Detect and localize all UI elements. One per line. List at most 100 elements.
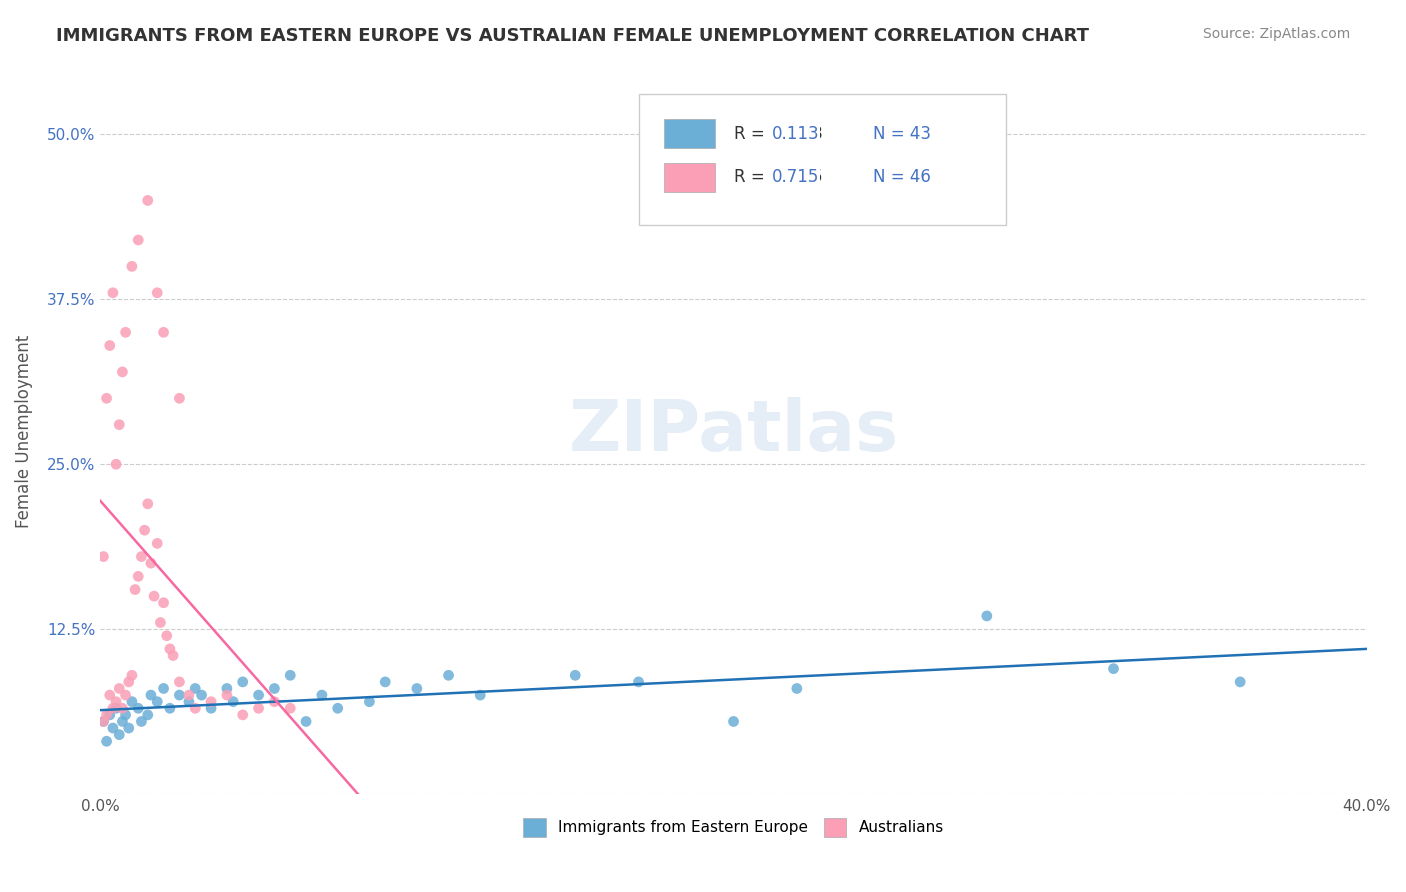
Point (326, 701, 349, 715)
Point (247, 701, 270, 715)
Point (121, 260, 143, 274)
Point (136, 707, 159, 722)
Point (127, 701, 149, 715)
Point (786, 681, 808, 696)
Point (152, 326, 174, 340)
Point (101, 285, 124, 300)
Point (374, 674, 396, 689)
Point (159, 641, 181, 656)
Point (136, 497, 159, 511)
Point (114, 707, 136, 722)
Text: N = 43: N = 43 (873, 125, 931, 143)
Point (263, 695, 285, 709)
Point (124, 582, 146, 597)
Text: R =  0.715: R = 0.715 (734, 169, 823, 186)
Point (177, 695, 200, 709)
Point (111, 365, 134, 379)
Point (105, 695, 128, 709)
Y-axis label: Female Unemployment: Female Unemployment (15, 334, 32, 528)
Point (108, 417, 131, 432)
Point (146, 695, 169, 709)
Point (108, 728, 131, 742)
Point (101, 701, 124, 715)
Text: IMMIGRANTS FROM EASTERN EUROPE VS AUSTRALIAN FEMALE UNEMPLOYMENT CORRELATION CHA: IMMIGRANTS FROM EASTERN EUROPE VS AUSTRA… (56, 27, 1090, 45)
Point (222, 695, 245, 709)
Text: 0.715: 0.715 (772, 169, 818, 186)
Point (169, 674, 191, 689)
Point (200, 701, 222, 715)
Point (359, 695, 381, 709)
Point (232, 674, 254, 689)
Point (108, 681, 131, 696)
Point (111, 701, 134, 715)
Point (278, 668, 301, 682)
Point (139, 556, 162, 570)
Point (215, 681, 238, 696)
Text: 0.113: 0.113 (772, 125, 820, 143)
Point (278, 701, 301, 715)
Point (136, 194, 159, 208)
Point (184, 701, 207, 715)
Point (156, 629, 179, 643)
Point (111, 714, 134, 729)
Point (96, 392, 118, 406)
Point (723, 714, 745, 729)
Text: N = 46: N = 46 (873, 169, 931, 186)
Point (152, 681, 174, 696)
Point (105, 457, 128, 471)
FancyBboxPatch shape (638, 94, 1005, 225)
Point (406, 681, 429, 696)
Text: Source: ZipAtlas.com: Source: ZipAtlas.com (1202, 27, 1350, 41)
Text: ZIPatlas: ZIPatlas (568, 397, 898, 466)
Point (295, 714, 318, 729)
Point (118, 674, 141, 689)
Point (159, 701, 181, 715)
Point (98, 688, 121, 702)
Point (127, 233, 149, 247)
FancyBboxPatch shape (664, 163, 714, 192)
Point (93, 549, 115, 564)
Point (121, 668, 143, 682)
Point (232, 707, 254, 722)
Point (96, 734, 118, 748)
Point (146, 285, 169, 300)
Point (190, 688, 212, 702)
Point (184, 681, 207, 696)
Point (121, 695, 143, 709)
FancyBboxPatch shape (664, 120, 714, 148)
Point (162, 648, 184, 663)
Point (976, 609, 998, 624)
Point (149, 615, 172, 630)
Point (131, 549, 153, 564)
Text: R =  0.113: R = 0.113 (734, 125, 823, 143)
Point (118, 721, 141, 735)
Point (247, 688, 270, 702)
Point (98, 338, 121, 352)
Point (114, 688, 136, 702)
Point (564, 668, 586, 682)
Point (98, 707, 121, 722)
Point (93, 714, 115, 729)
Point (131, 714, 153, 729)
Point (146, 536, 169, 550)
Point (169, 688, 191, 702)
Point (143, 589, 166, 603)
Point (139, 688, 162, 702)
Point (311, 688, 333, 702)
Point (1102, 662, 1125, 676)
Point (169, 392, 191, 406)
Point (200, 695, 222, 709)
Point (177, 688, 200, 702)
Point (627, 674, 650, 689)
Legend: Immigrants from Eastern Europe, Australians: Immigrants from Eastern Europe, Australi… (516, 811, 952, 845)
Point (470, 688, 492, 702)
Point (263, 681, 285, 696)
Point (437, 668, 460, 682)
Point (1229, 674, 1251, 689)
Point (215, 688, 238, 702)
Point (114, 326, 136, 340)
Point (152, 596, 174, 610)
Point (96, 707, 118, 722)
Point (105, 701, 128, 715)
Point (93, 714, 115, 729)
